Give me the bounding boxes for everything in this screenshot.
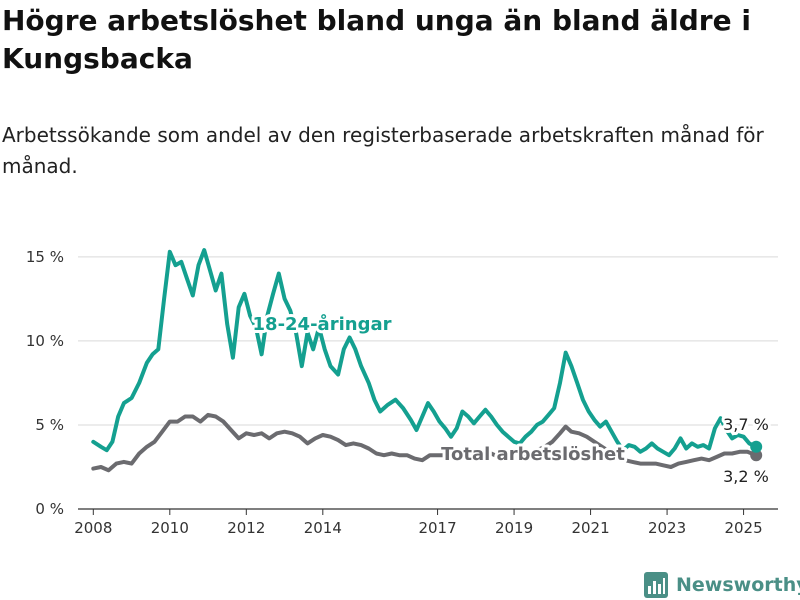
x-tick-label: 2012 <box>227 519 265 537</box>
endpoint-youth <box>750 440 763 453</box>
chart-subtitle: Arbetssökande som andel av den registerb… <box>2 123 764 178</box>
brand-name: Newsworthy <box>676 574 800 596</box>
end-label-youth: 3,7 % <box>723 415 769 434</box>
x-tick-label: 2008 <box>74 519 112 537</box>
x-tick-label: 2021 <box>571 519 609 537</box>
series-label-total: Total arbetslöshet <box>441 444 625 465</box>
x-tick-label: 2019 <box>495 519 533 537</box>
series-line-total <box>91 412 759 473</box>
series-label-total-halo: Total arbetslöshet <box>441 444 625 465</box>
end-label-youth-halo: 3,7 % <box>723 415 769 434</box>
y-tick-label: 10 % <box>26 332 64 350</box>
y-axis-ticks: 0 % 5 % 10 % 15 % <box>26 248 64 518</box>
x-tick-label: 2017 <box>418 519 456 537</box>
x-tick-label: 2025 <box>724 519 762 537</box>
x-axis-ticks: 2008 2010 2012 2014 2017 2019 2021 2023 2025 <box>74 509 763 537</box>
y-tick-label: 5 % <box>35 416 64 434</box>
x-tick-label: 2014 <box>304 519 342 537</box>
gridlines <box>78 256 778 510</box>
end-label-total-halo: 3,2 % <box>723 467 769 486</box>
line-chart: 0 %5 %10 %15 % 2008 2010 2012 2014 2017 2019 2… <box>26 248 778 537</box>
y-tick-label: 15 % <box>26 248 64 266</box>
x-tick-label: 2010 <box>151 519 189 537</box>
chart-title: Högre arbetslöshet bland unga än bland ä… <box>2 4 751 75</box>
end-label-total: 3,2 % <box>723 467 769 486</box>
endpoint-total <box>750 449 763 462</box>
bar-chart-logo-icon <box>644 572 668 598</box>
series-label-youth-halo: 18-24-åringar <box>253 313 392 335</box>
newsworthy-brand[interactable]: Newsworthy <box>644 570 800 600</box>
series-label-youth: 18-24-åringar <box>253 313 392 335</box>
y-tick-label: 0 % <box>35 500 64 518</box>
series-lines <box>91 248 763 473</box>
x-tick-label: 2023 <box>648 519 686 537</box>
series-line-youth <box>91 248 759 458</box>
